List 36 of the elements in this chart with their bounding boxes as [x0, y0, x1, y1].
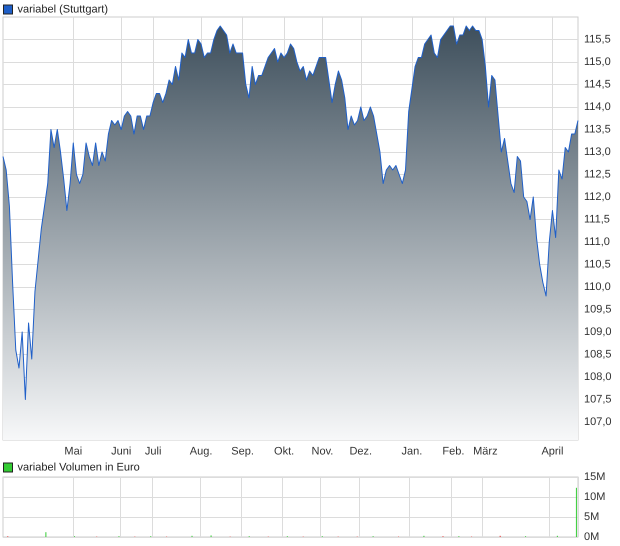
- y-tick-label: 107,0: [584, 416, 612, 428]
- x-tick-label: Nov.: [312, 446, 334, 458]
- y-tick-label: 115,0: [584, 56, 611, 68]
- y-tick-label: 113,0: [584, 146, 611, 158]
- x-tick-label: April: [541, 446, 564, 458]
- x-tick-label: März: [473, 446, 498, 458]
- x-tick-label: Juli: [144, 446, 162, 458]
- y-tick-label: 10M: [584, 491, 606, 503]
- y-tick-label: 111,0: [584, 236, 610, 248]
- y-tick-label: 108,0: [584, 371, 612, 383]
- legend-label: variabel Volumen in Euro: [18, 462, 140, 474]
- y-tick-label: 112,5: [584, 168, 611, 180]
- y-tick-label: 15M: [584, 471, 606, 483]
- y-tick-label: 111,5: [584, 214, 610, 226]
- legend-label: variabel (Stuttgart): [18, 4, 108, 16]
- y-tick-label: 5M: [584, 511, 600, 523]
- y-tick-label: 112,0: [584, 191, 611, 203]
- y-tick-label: 110,0: [584, 281, 611, 293]
- x-tick-label: Okt.: [274, 446, 294, 458]
- y-tick-label: 107,5: [584, 394, 612, 406]
- y-tick-label: 115,5: [584, 34, 611, 46]
- x-tick-label: Mai: [64, 446, 82, 458]
- x-tick-label: Dez.: [349, 446, 372, 458]
- y-tick-label: 109,0: [584, 326, 612, 338]
- y-tick-label: 114,5: [584, 78, 611, 90]
- x-tick-label: Feb.: [442, 446, 464, 458]
- y-tick-label: 0M: [584, 531, 600, 543]
- y-tick-label: 109,5: [584, 304, 612, 316]
- x-tick-label: Aug.: [190, 446, 212, 458]
- x-tick-label: Jan.: [401, 446, 422, 458]
- x-tick-label: Juni: [111, 446, 132, 458]
- y-tick-label: 113,5: [584, 124, 611, 136]
- y-tick-label: 114,0: [584, 101, 611, 113]
- y-tick-label: 110,5: [584, 258, 611, 270]
- x-tick-label: Sep.: [231, 446, 254, 458]
- y-tick-label: 108,5: [584, 348, 612, 360]
